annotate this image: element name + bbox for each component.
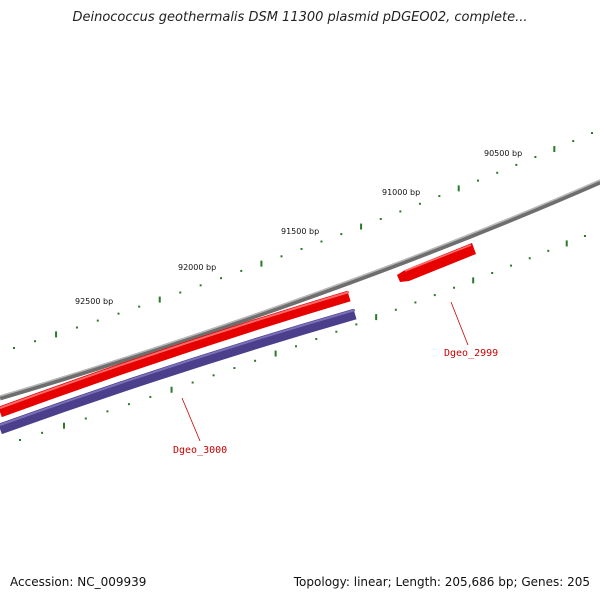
outer-scale-ticks [13,132,593,349]
map-title: Deinococcus geothermalis DSM 11300 plasm… [72,10,528,25]
accession-label: Accession: NC_009939 [10,575,147,589]
plasmid-backbone [0,179,600,401]
scale-label-92500: 92500 bp [75,297,113,306]
gene-label-dgeo-2999[interactable]: Dgeo_2999 [444,348,498,359]
scale-label-91500: 91500 bp [281,227,319,236]
topology-summary: Topology: linear; Length: 205,686 bp; Ge… [293,575,590,589]
leader-line-dgeo-3000 [181,397,201,442]
leader-line-dgeo-2999 [450,301,469,346]
gene-dgeo-2999[interactable] [397,243,476,282]
scale-label-91000: 91000 bp [382,188,420,197]
gene-label-dgeo-3000[interactable]: Dgeo_3000 [173,445,227,456]
gene-dgeo-3000[interactable] [0,290,357,435]
inner-scale-ticks [19,235,586,441]
scale-label-92000: 92000 bp [178,263,216,272]
scale-label-90500: 90500 bp [484,149,522,158]
